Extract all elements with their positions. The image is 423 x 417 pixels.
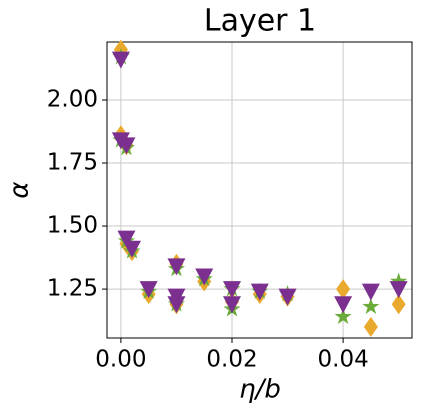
marker xyxy=(336,279,351,300)
marker xyxy=(363,316,378,337)
marker xyxy=(117,137,136,155)
marker xyxy=(223,296,241,314)
y-axis-label: α xyxy=(5,181,35,198)
marker xyxy=(334,307,352,325)
marker xyxy=(111,51,130,69)
marker xyxy=(250,283,269,301)
x-tick-label: 0.02 xyxy=(206,347,257,373)
marker xyxy=(278,288,297,306)
x-tick-label: 0.00 xyxy=(95,347,146,373)
x-axis-label: η/b xyxy=(239,375,281,405)
marker xyxy=(123,240,141,258)
marker xyxy=(223,281,241,299)
marker xyxy=(390,272,408,289)
marker xyxy=(389,281,408,299)
marker xyxy=(167,258,186,276)
plot-frame xyxy=(106,41,413,339)
marker xyxy=(334,296,353,314)
marker xyxy=(195,268,214,286)
chart-title: Layer 1 xyxy=(204,4,316,39)
y-tick-label: 1.50 xyxy=(47,213,98,239)
marker xyxy=(167,296,186,314)
marker xyxy=(117,230,136,248)
marker xyxy=(362,297,380,314)
marker xyxy=(391,294,406,315)
y-tick-label: 2.00 xyxy=(47,86,98,112)
y-tick-label: 1.75 xyxy=(47,150,98,176)
marker xyxy=(139,281,158,299)
x-tick-label: 0.04 xyxy=(318,347,369,373)
marker xyxy=(361,283,380,301)
y-tick-label: 1.25 xyxy=(47,276,98,302)
